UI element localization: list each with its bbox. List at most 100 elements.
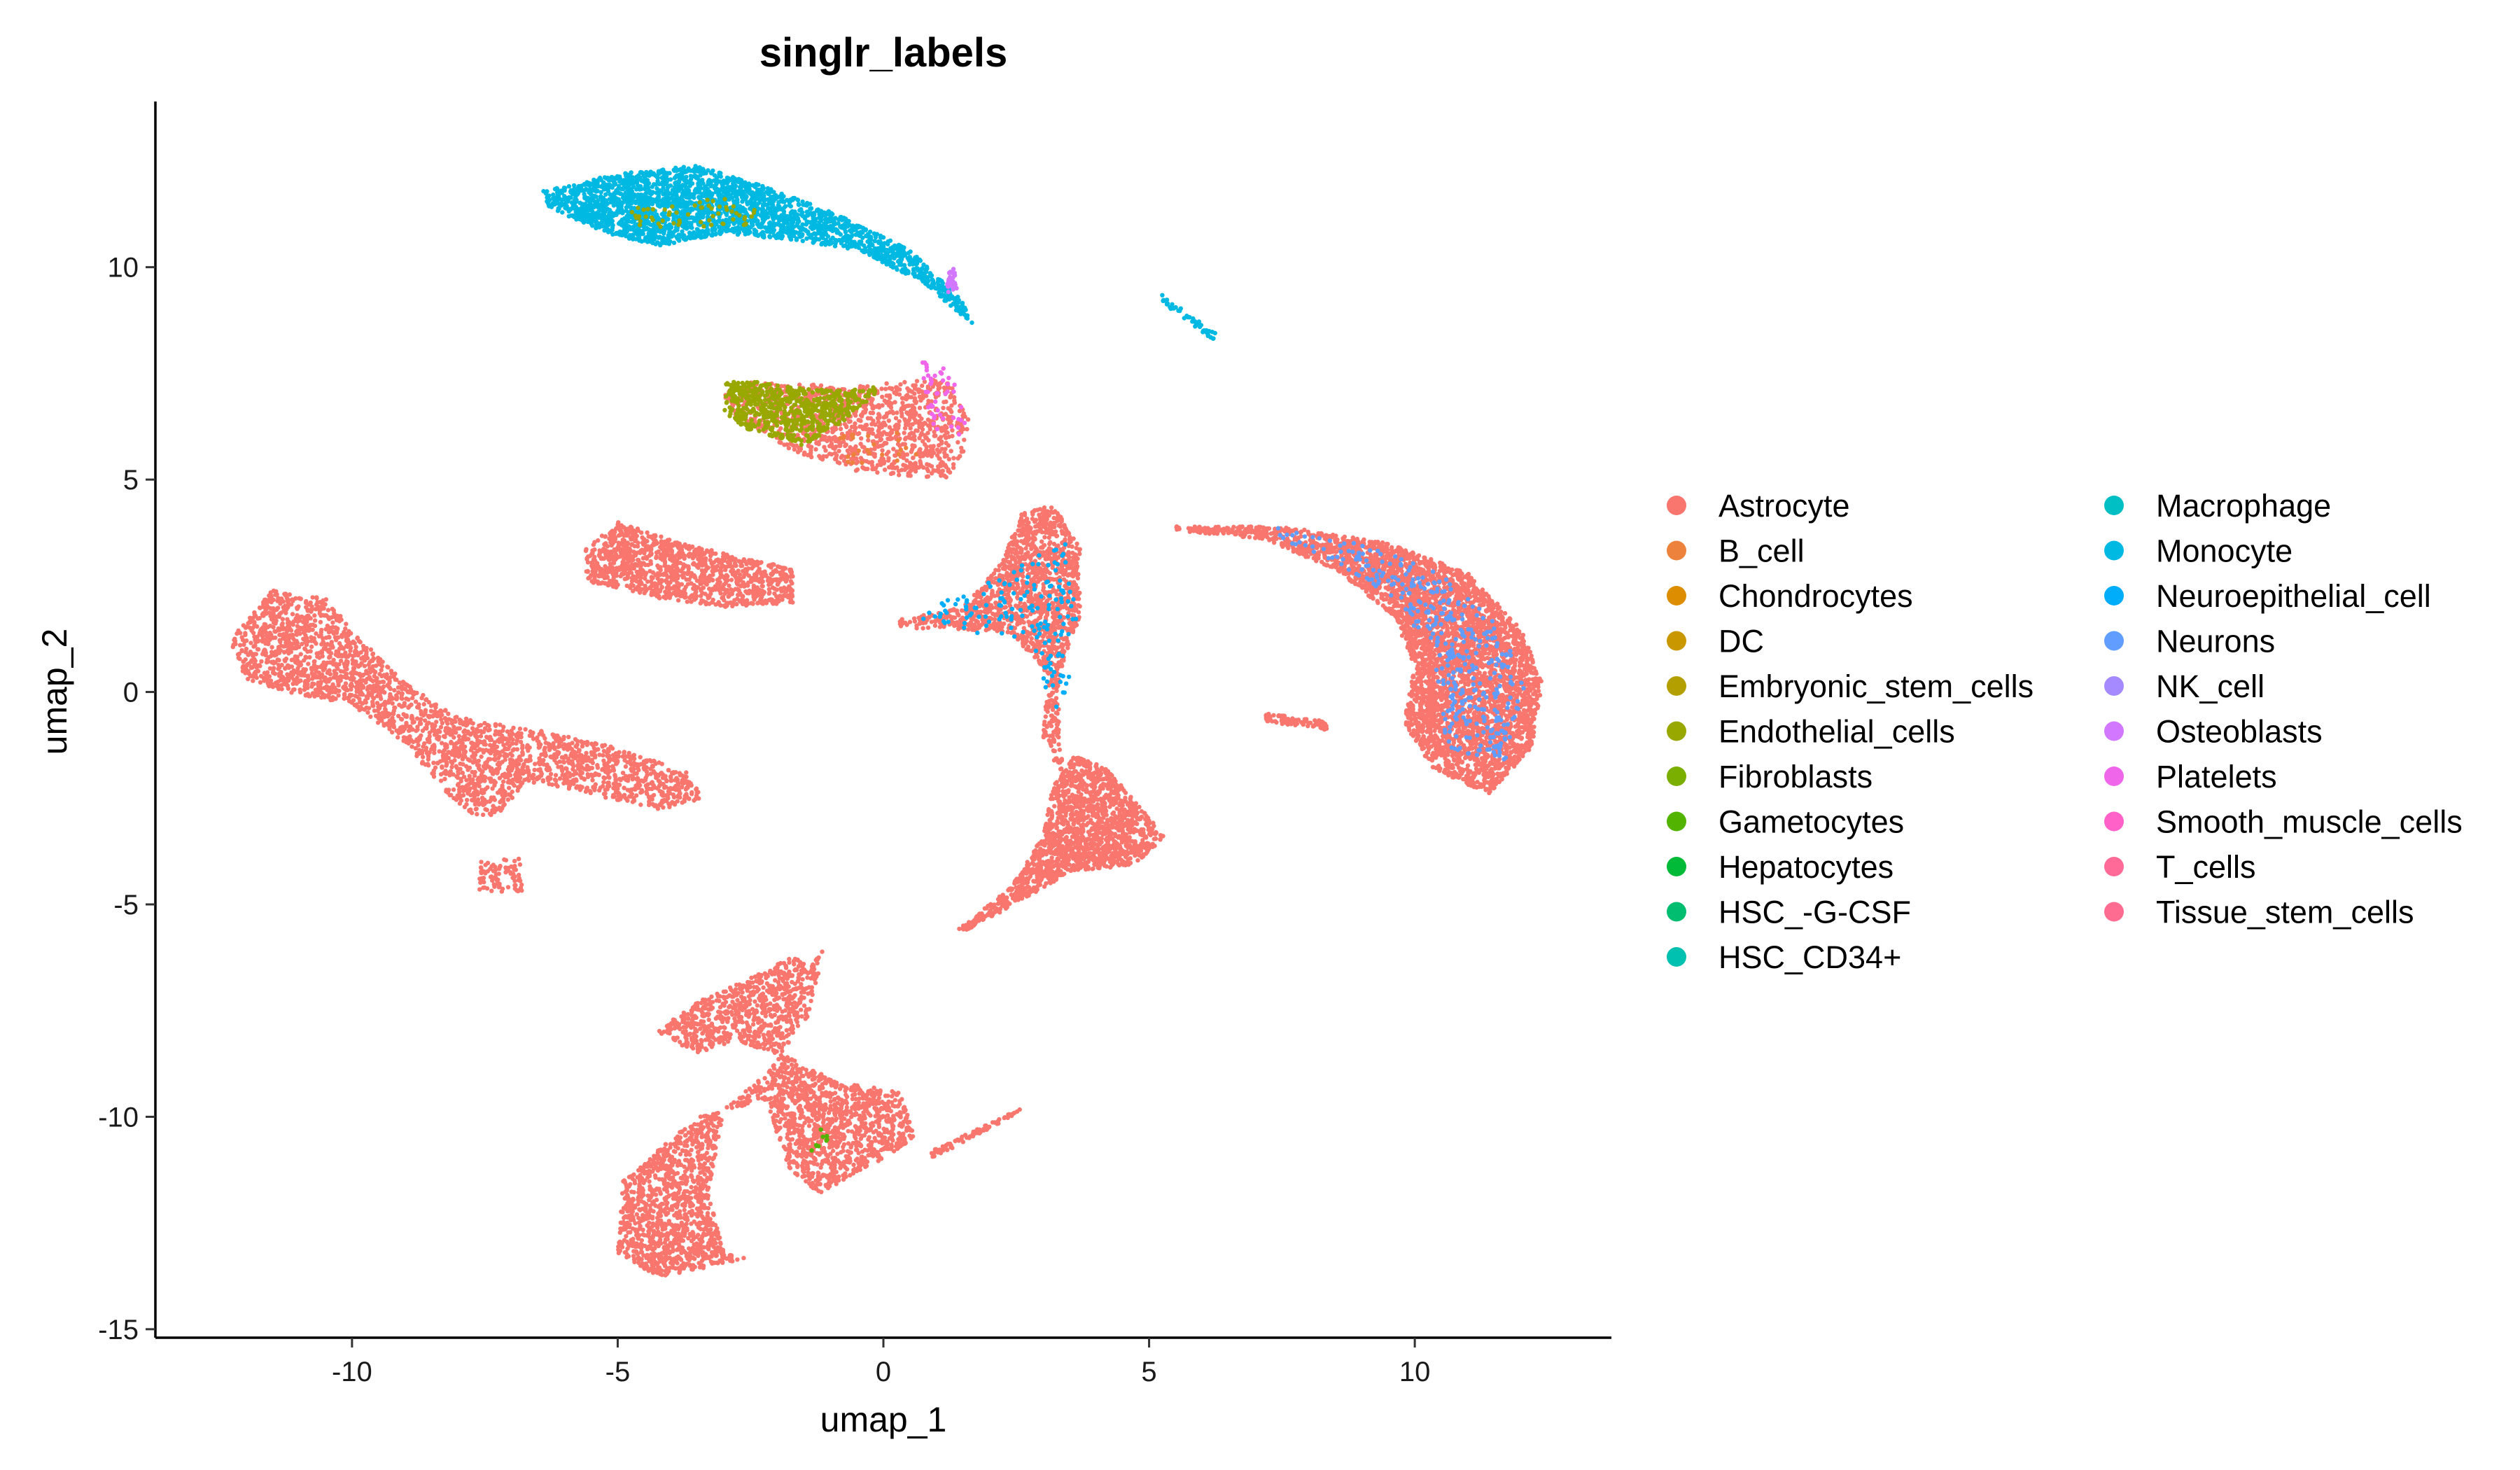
data-point (247, 661, 252, 666)
data-point (668, 547, 673, 552)
data-point (673, 788, 678, 792)
data-point (263, 652, 268, 658)
data-point (354, 671, 359, 676)
data-point (512, 867, 517, 872)
data-point (788, 567, 794, 573)
data-point (832, 1091, 838, 1096)
data-point (349, 631, 354, 636)
data-point (287, 592, 292, 597)
data-point (269, 594, 274, 599)
data-point (360, 678, 365, 683)
data-point (732, 570, 736, 575)
data-point (566, 758, 570, 763)
data-point (676, 584, 681, 589)
data-point (645, 530, 650, 535)
data-point (464, 736, 469, 742)
data-point (279, 687, 284, 692)
data-point (544, 763, 549, 768)
data-point (317, 608, 322, 613)
data-point (519, 780, 525, 785)
data-point (496, 750, 501, 755)
data-point (645, 544, 650, 549)
data-point (283, 666, 288, 671)
data-point (506, 785, 512, 790)
data-point (348, 648, 353, 653)
data-point (394, 694, 400, 699)
data-point (349, 700, 354, 705)
data-point (442, 715, 448, 721)
data-point (790, 600, 795, 605)
data-point (253, 658, 258, 664)
data-point (314, 595, 319, 600)
data-point (419, 709, 424, 714)
data-point (286, 636, 291, 641)
data-point (454, 764, 458, 769)
data-point (602, 575, 607, 580)
data-point (457, 726, 462, 731)
data-point (300, 641, 304, 647)
data-point (760, 583, 764, 589)
data-point (315, 675, 321, 680)
data-point (776, 564, 780, 569)
data-point (489, 888, 494, 893)
data-point (265, 604, 270, 609)
data-point (282, 650, 287, 655)
data-point (333, 689, 338, 694)
data-point (322, 678, 328, 683)
data-point (503, 775, 507, 780)
data-point (674, 571, 680, 577)
data-point (475, 734, 479, 739)
data-point (734, 576, 739, 581)
data-point (364, 694, 369, 699)
data-point (669, 552, 675, 557)
data-point (631, 528, 636, 533)
data-point (250, 665, 255, 670)
data-point (540, 778, 545, 783)
data-point (676, 598, 681, 603)
data-point (528, 729, 533, 734)
data-point (288, 643, 293, 648)
data-point (759, 595, 764, 601)
data-point (603, 791, 608, 796)
data-point (634, 776, 639, 782)
data-point (706, 1017, 711, 1023)
data-point (638, 755, 643, 760)
data-point (650, 764, 655, 769)
data-point (741, 1256, 746, 1261)
data-point (507, 793, 513, 798)
data-point (283, 607, 288, 612)
data-point (382, 715, 387, 720)
data-point (510, 758, 515, 763)
data-point (532, 767, 537, 773)
data-point (289, 657, 294, 662)
data-point (561, 760, 566, 764)
data-point (325, 642, 330, 647)
data-point (808, 998, 813, 1004)
data-point (644, 556, 650, 561)
data-point (414, 716, 420, 721)
data-point (608, 550, 613, 555)
data-point (623, 764, 629, 769)
data-point (582, 758, 587, 763)
data-point (244, 646, 249, 652)
data-point (789, 588, 794, 593)
data-point (690, 790, 694, 795)
data-point (566, 786, 572, 791)
data-point (483, 775, 488, 780)
data-point (477, 748, 482, 752)
data-point (314, 641, 318, 646)
data-point (332, 635, 338, 640)
data-point (498, 808, 503, 813)
data-point (463, 749, 468, 755)
data-point (310, 627, 315, 632)
data-point (419, 717, 424, 722)
data-point (614, 584, 619, 589)
data-point (330, 643, 335, 648)
data-point (387, 727, 392, 732)
data-point (633, 538, 638, 544)
data-point (699, 587, 704, 592)
data-point (686, 796, 692, 801)
data-point (238, 631, 243, 636)
data-point (428, 708, 434, 713)
data-point (449, 718, 454, 723)
